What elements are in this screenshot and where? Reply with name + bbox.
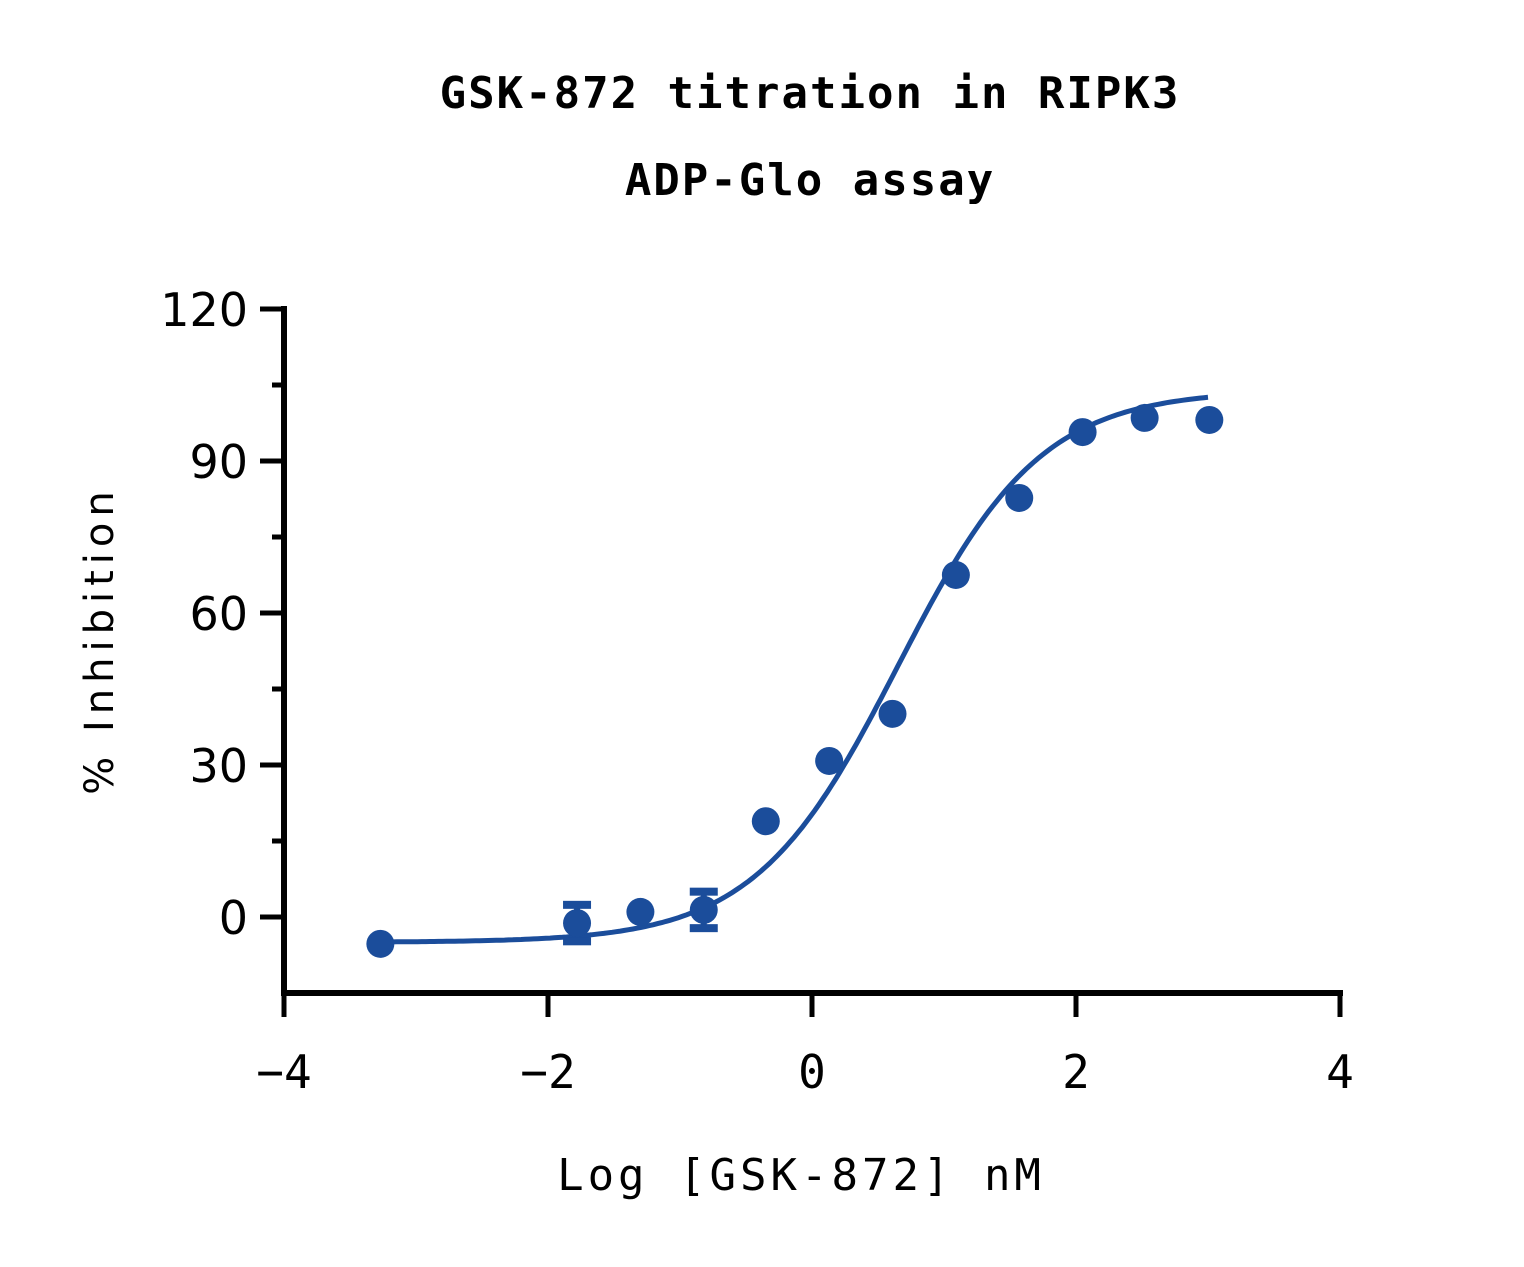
x-tick-label: −4 (256, 1045, 311, 1099)
y-tick-label: 120 (160, 283, 248, 337)
data-point (941, 561, 970, 589)
error-cap (563, 900, 592, 909)
chart-title-line2: ADP-Glo assay (624, 155, 996, 206)
x-axis-label: Log [GSK-872] nM (557, 1150, 1045, 1201)
y-tick-label: 30 (189, 739, 248, 793)
data-points (366, 403, 1224, 958)
data-point (1005, 483, 1034, 512)
y-axis-label: % Inhibition (77, 485, 123, 795)
data-point (366, 929, 395, 958)
y-tick-label: 60 (189, 587, 248, 641)
x-tick-label: 2 (1062, 1045, 1090, 1099)
data-point (1068, 418, 1097, 447)
data-point (878, 699, 907, 728)
error-cap (563, 937, 592, 946)
data-point (563, 909, 592, 938)
axes: 0 30 60 90 120 −4 −2 0 2 4 (160, 283, 1354, 1099)
y-tick-label: 90 (189, 435, 248, 489)
fit-curve-path (380, 394, 1209, 945)
x-tick-label: 0 (798, 1045, 826, 1099)
chart-title-line1: GSK-872 titration in RIPK3 (439, 68, 1181, 119)
data-point (689, 895, 718, 924)
error-cap (689, 924, 718, 933)
data-point (815, 746, 844, 775)
y-tick-label: 0 (219, 891, 248, 945)
x-tick-label: 4 (1326, 1045, 1354, 1099)
fit-curve (380, 394, 1209, 945)
data-point (751, 807, 780, 836)
x-tick-label: −2 (520, 1045, 575, 1099)
data-point (1130, 403, 1159, 432)
error-cap (689, 887, 718, 896)
data-point (1195, 405, 1224, 434)
data-point (626, 897, 655, 926)
